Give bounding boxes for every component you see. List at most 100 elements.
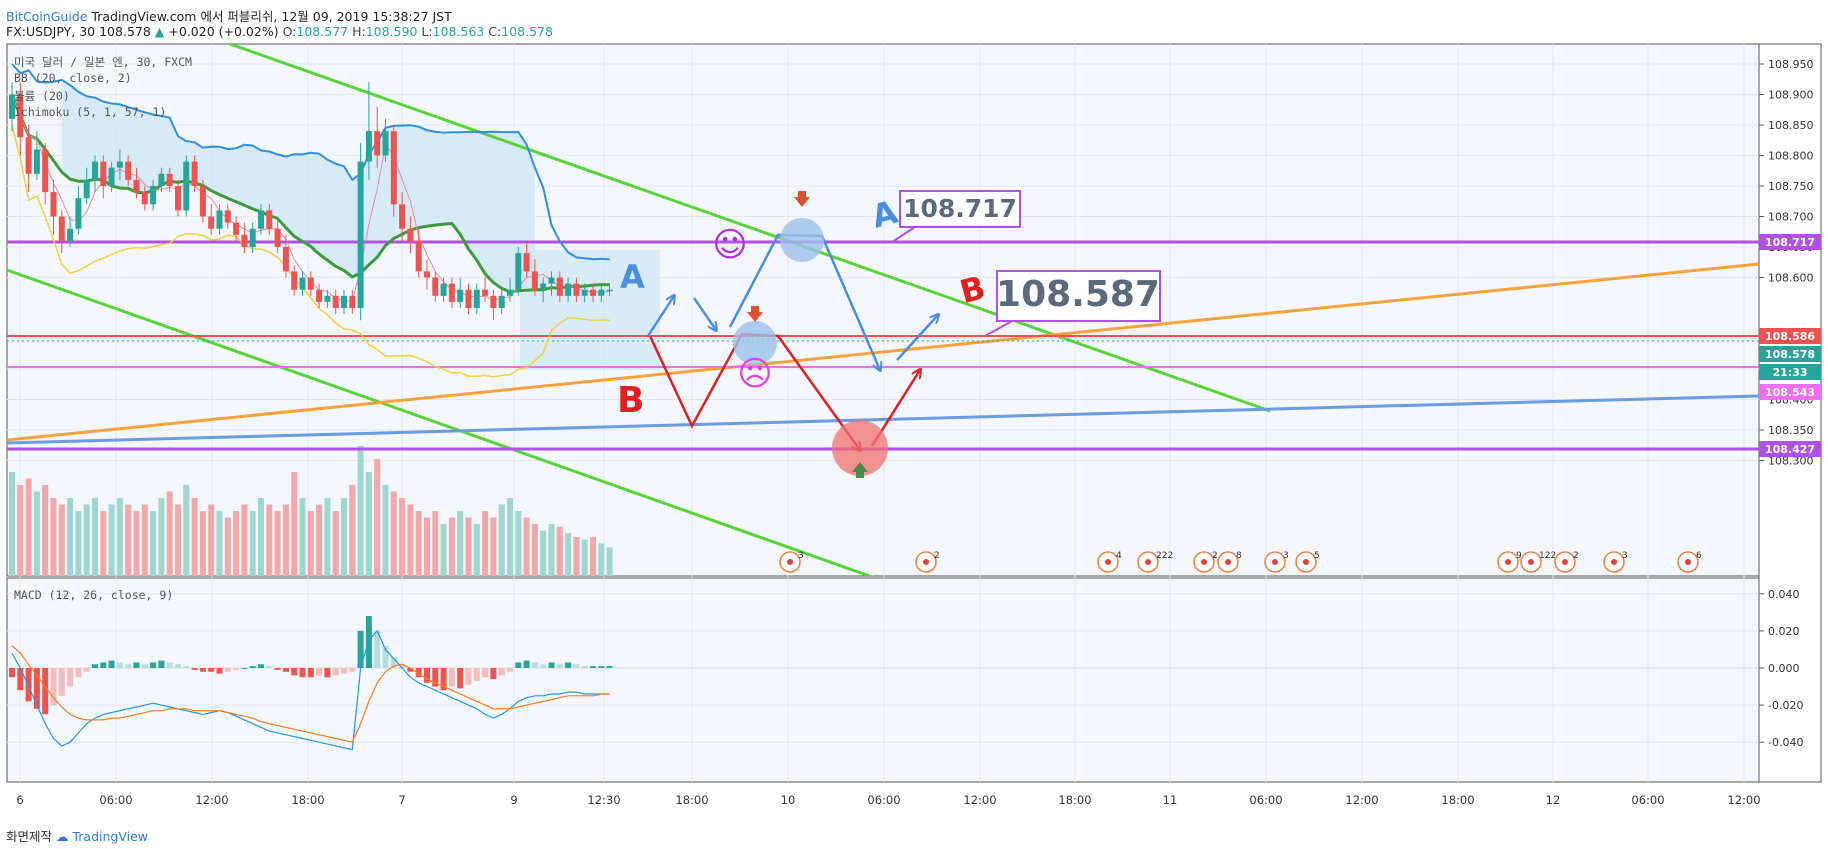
volume-bar: [158, 498, 165, 576]
target-b-pointer: [984, 320, 1013, 337]
candle-body: [598, 289, 605, 296]
macd-hist-bar: [448, 668, 455, 687]
macd-hist-bar: [490, 668, 497, 680]
volume-bar: [307, 511, 314, 576]
legend-ichimoku[interactable]: Ichimoku (5, 1, 57, 1): [14, 105, 167, 119]
time-tick-label: 10: [781, 793, 796, 807]
candle-body: [199, 186, 206, 217]
brand-name[interactable]: BitCoinGuide: [6, 9, 88, 24]
candle-body: [233, 222, 240, 235]
candle-body: [83, 179, 90, 199]
candle-body: [365, 131, 372, 162]
macd-hist-bar: [390, 656, 397, 668]
event-flag-dot: [1272, 559, 1278, 565]
volume-bar: [407, 504, 414, 576]
macd-hist-bar: [216, 668, 223, 674]
candle-body: [9, 94, 15, 119]
candle-body: [424, 271, 430, 278]
macd-hist-bar: [556, 664, 563, 668]
legend-volume[interactable]: 볼륨 (20): [14, 89, 70, 103]
time-tick-label: 12:00: [963, 793, 996, 807]
candle-body: [490, 295, 497, 308]
macd-hist-bar: [307, 668, 314, 678]
economic-event-markers[interactable]: 3 2 4 222 2 8 3 5 9 122 2 3 6: [779, 551, 1702, 573]
time-tick-label: 12:00: [1727, 793, 1760, 807]
event-count: 3: [1622, 551, 1628, 561]
price-scale[interactable]: [1758, 43, 1822, 783]
macd-hist-bar: [25, 668, 32, 702]
legend-macd[interactable]: MACD (12, 26, close, 9): [14, 588, 174, 602]
volume-bar: [83, 504, 90, 576]
volume-bar: [365, 472, 372, 576]
macd-hist-bar: [548, 662, 555, 668]
candle-body: [548, 277, 555, 284]
footer-credit: 화면제작 ☁ TradingView: [6, 826, 148, 845]
candle-body: [183, 161, 190, 211]
target-a-box[interactable]: [899, 190, 1021, 228]
candle-body: [374, 131, 381, 156]
target-b-box[interactable]: [996, 270, 1161, 322]
price-tick-label: 108.800: [1768, 150, 1814, 163]
time-tick-label: 18:00: [675, 793, 708, 807]
macd-hist-bar: [515, 662, 522, 668]
symbol-label[interactable]: FX:USDJPY, 30: [6, 24, 96, 39]
low-label: L:: [421, 24, 433, 39]
macd-hist-bar: [125, 664, 132, 668]
volume-bar: [432, 511, 439, 576]
volume-bar: [523, 517, 530, 576]
volume-bar: [92, 498, 98, 576]
volume-bar: [473, 524, 480, 576]
macd-hist-bar: [141, 664, 148, 668]
candle-body: [399, 204, 406, 229]
candle-body: [357, 161, 364, 308]
macd-pane[interactable]: [6, 577, 1760, 783]
candle-body: [440, 283, 447, 296]
macd-hist-bar: [291, 668, 298, 676]
volume-bar: [448, 517, 455, 576]
legend-title[interactable]: 미국 달러 / 일본 엔, 30, FXCM: [14, 55, 192, 69]
volume-bar: [465, 517, 472, 576]
tradingview-link[interactable]: TradingView: [72, 829, 149, 844]
price-level-badge-label: 21:33: [1772, 366, 1807, 379]
candle-body: [448, 283, 455, 302]
price-tick-label: 108.900: [1768, 89, 1814, 102]
event-flag-dot: [1145, 559, 1151, 565]
scenario-a-label: A: [620, 258, 645, 296]
event-flag-dot: [923, 559, 929, 565]
candle-body: [133, 179, 140, 193]
candle-body: [58, 216, 65, 241]
candle-body: [457, 289, 464, 302]
candle-body: [349, 295, 356, 308]
price-pane[interactable]: [6, 43, 1760, 577]
event-flag-dot: [1303, 559, 1309, 565]
macd-hist-bar: [33, 668, 40, 709]
target-a-pointer: [891, 226, 916, 243]
event-flag-dot: [1685, 559, 1691, 565]
price-level-badge: [1759, 346, 1821, 362]
price-level-badge: [1759, 441, 1821, 457]
candle-body: [241, 234, 248, 247]
candle-body: [191, 161, 198, 186]
candlesticks[interactable]: [9, 82, 613, 321]
volume-bar: [274, 511, 281, 576]
scenario-a-path-1: [646, 296, 674, 337]
macd-hist-bar: [473, 668, 480, 681]
candle-body: [590, 289, 596, 296]
macd-hist-bar: [523, 660, 530, 668]
time-tick-label: 06:00: [1631, 793, 1664, 807]
macd-hist-bar: [83, 668, 90, 672]
target-circle-top: [780, 218, 824, 262]
candle-body: [432, 277, 439, 296]
volume-bar: [50, 498, 57, 576]
volume-bar: [258, 498, 264, 576]
macd-hist-bar: [274, 668, 281, 670]
event-flag-dot: [787, 559, 793, 565]
volume-bar: [349, 485, 356, 576]
candle-body: [556, 277, 563, 296]
legend-bollinger[interactable]: BB (20, close, 2): [14, 71, 132, 85]
event-count: 2: [934, 551, 940, 561]
price-level-badge: [1759, 328, 1821, 344]
macd-hist-bar: [581, 666, 588, 668]
